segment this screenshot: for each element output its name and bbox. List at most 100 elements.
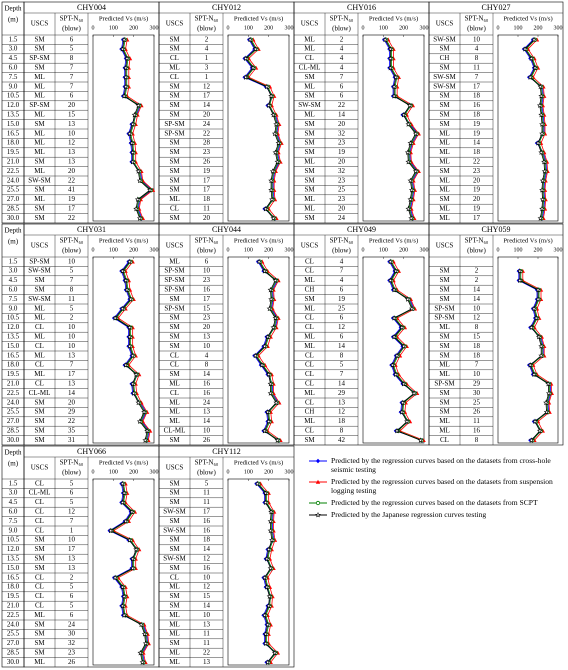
marker [247, 36, 254, 43]
marker [528, 324, 535, 330]
spt-value: 18 [338, 417, 346, 425]
borehole-block: CHY012 USCS SPT-N₆₀ (blow) SM 2 SM 4 CL 1 ML 3 CL 1 SM… [158, 1, 295, 224]
uscs-label: SM [169, 592, 180, 600]
x-tick-label: 0 [362, 247, 365, 253]
uscs-label: CL [35, 526, 44, 534]
uscs-label: SM [169, 323, 180, 331]
uscs-header: USCS [301, 20, 319, 28]
spt-value: 8 [475, 54, 479, 62]
uscs-label: ML [169, 257, 180, 265]
depth-label: 15.0 [7, 342, 20, 350]
marker [133, 371, 139, 377]
marker [537, 215, 544, 221]
x-tick-label: 300 [285, 25, 294, 31]
uscs-label: SM [439, 389, 450, 397]
plot-frame [227, 34, 290, 222]
depth-label: 24.0 [7, 620, 20, 628]
spt-header: SPT-N₆₀ [195, 459, 219, 467]
spt-unit: (blow) [332, 247, 351, 255]
spt-value: 5 [70, 304, 74, 312]
marker [129, 158, 136, 165]
spt-value: 11 [473, 417, 480, 425]
x-tick-label: 300 [150, 25, 159, 31]
uscs-label: SM [304, 295, 315, 303]
spt-value: 5 [70, 479, 74, 487]
spt-value: 4 [340, 45, 344, 53]
marker [138, 621, 145, 628]
uscs-label: SM [34, 630, 45, 638]
plot-frame [227, 478, 290, 666]
uscs-label: SP-SM [29, 257, 50, 265]
spt-value: 14 [203, 370, 211, 378]
uscs-label: CH [440, 54, 450, 62]
marker [269, 168, 276, 174]
depth-label: 25.5 [7, 408, 20, 416]
spt-value: 16 [203, 564, 211, 572]
spt-value: 5 [70, 498, 74, 506]
uscs-label: SM [439, 295, 450, 303]
spt-value: 17 [203, 176, 211, 184]
uscs-header: USCS [436, 242, 454, 250]
uscs-label: SM [169, 176, 180, 184]
uscs-label: SP-SM [434, 314, 455, 322]
marker [272, 315, 279, 321]
borehole-name: CHY049 [347, 225, 376, 234]
marker [404, 149, 411, 155]
marker [531, 371, 537, 377]
spt-value: 8 [475, 323, 479, 331]
marker [265, 546, 272, 552]
depth-label: 7.5 [9, 517, 18, 525]
uscs-label: ML [304, 205, 315, 213]
spt-value: 15 [203, 592, 211, 600]
spt-value: 2 [70, 573, 74, 581]
legend-swatch [309, 500, 327, 506]
marker [398, 409, 405, 415]
spt-value: 14 [338, 342, 346, 350]
marker [531, 36, 537, 43]
marker [126, 258, 133, 265]
plot-frame [92, 478, 155, 666]
uscs-label: SM [169, 139, 180, 147]
uscs-label: SW-SM [433, 73, 456, 81]
uscs-label: SW-SM [433, 35, 456, 43]
marker [404, 418, 410, 424]
marker [268, 187, 274, 193]
cell-border [158, 445, 295, 668]
uscs-label: SM [169, 536, 180, 544]
uscs-label: SM [34, 417, 45, 425]
spt-header: SPT-N₆₀ [60, 237, 84, 245]
spt-value: 19 [473, 205, 481, 213]
uscs-label: SM [304, 214, 315, 222]
uscs-header: USCS [166, 464, 184, 472]
borehole-block: CHY031 USCS SPT-N₆₀ (blow) SP-SM 10 SW-SM 5 SM 7 S… [23, 223, 160, 446]
spt-value: 2 [340, 35, 344, 43]
spt-value: 13 [68, 564, 76, 572]
x-axis-label: Predicted Vs (m/s) [503, 238, 552, 245]
uscs-label: CL-ML [299, 64, 321, 72]
spt-value: 12 [338, 408, 346, 416]
spt-value: 20 [68, 101, 76, 109]
spt-value: 15 [203, 304, 211, 312]
spt-value: 12 [203, 82, 211, 90]
spt-value: 2 [205, 35, 209, 43]
spt-value: 14 [203, 417, 211, 425]
uscs-label: ML [34, 92, 45, 100]
depth-label: 18.0 [7, 139, 20, 147]
spt-value: 14 [473, 139, 481, 147]
x-tick-label: 200 [264, 469, 273, 475]
uscs-label: SM [34, 214, 45, 222]
uscs-label: ML [439, 148, 450, 156]
marker [263, 584, 270, 590]
marker [532, 418, 538, 424]
uscs-label: ML [169, 380, 180, 388]
uscs-label: SW-SM [163, 508, 186, 516]
spt-value: 14 [203, 545, 211, 553]
spt-value: 15 [68, 111, 76, 119]
x-tick-label: 200 [264, 247, 273, 253]
marker [252, 352, 259, 359]
marker [250, 64, 256, 71]
uscs-label: SW-SM [433, 82, 456, 90]
depth-label: 13.5 [7, 333, 20, 341]
x-tick-label: 200 [129, 25, 138, 31]
